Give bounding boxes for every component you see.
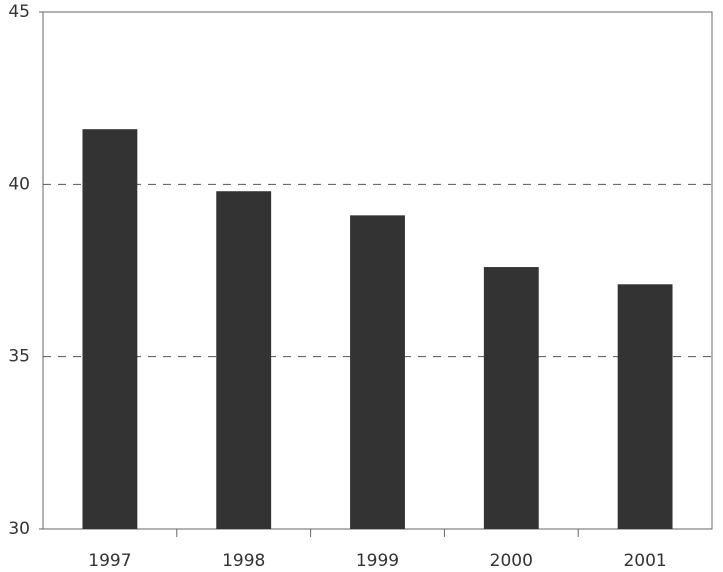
x-tick-label: 2000 [490,551,533,571]
y-tick-label: 45 [8,2,30,22]
y-tick-label: 30 [8,519,30,539]
x-tick-label: 1999 [356,551,399,571]
bar [350,215,405,529]
bar [483,267,539,529]
x-tick-label: 1998 [222,551,265,571]
y-tick-label: 40 [8,174,30,194]
bar [82,129,138,530]
x-tick-label: 1997 [88,551,131,571]
x-tick-label: 2001 [623,551,666,571]
y-tick-label: 35 [8,347,30,367]
bar [216,191,272,529]
bar [617,284,673,529]
